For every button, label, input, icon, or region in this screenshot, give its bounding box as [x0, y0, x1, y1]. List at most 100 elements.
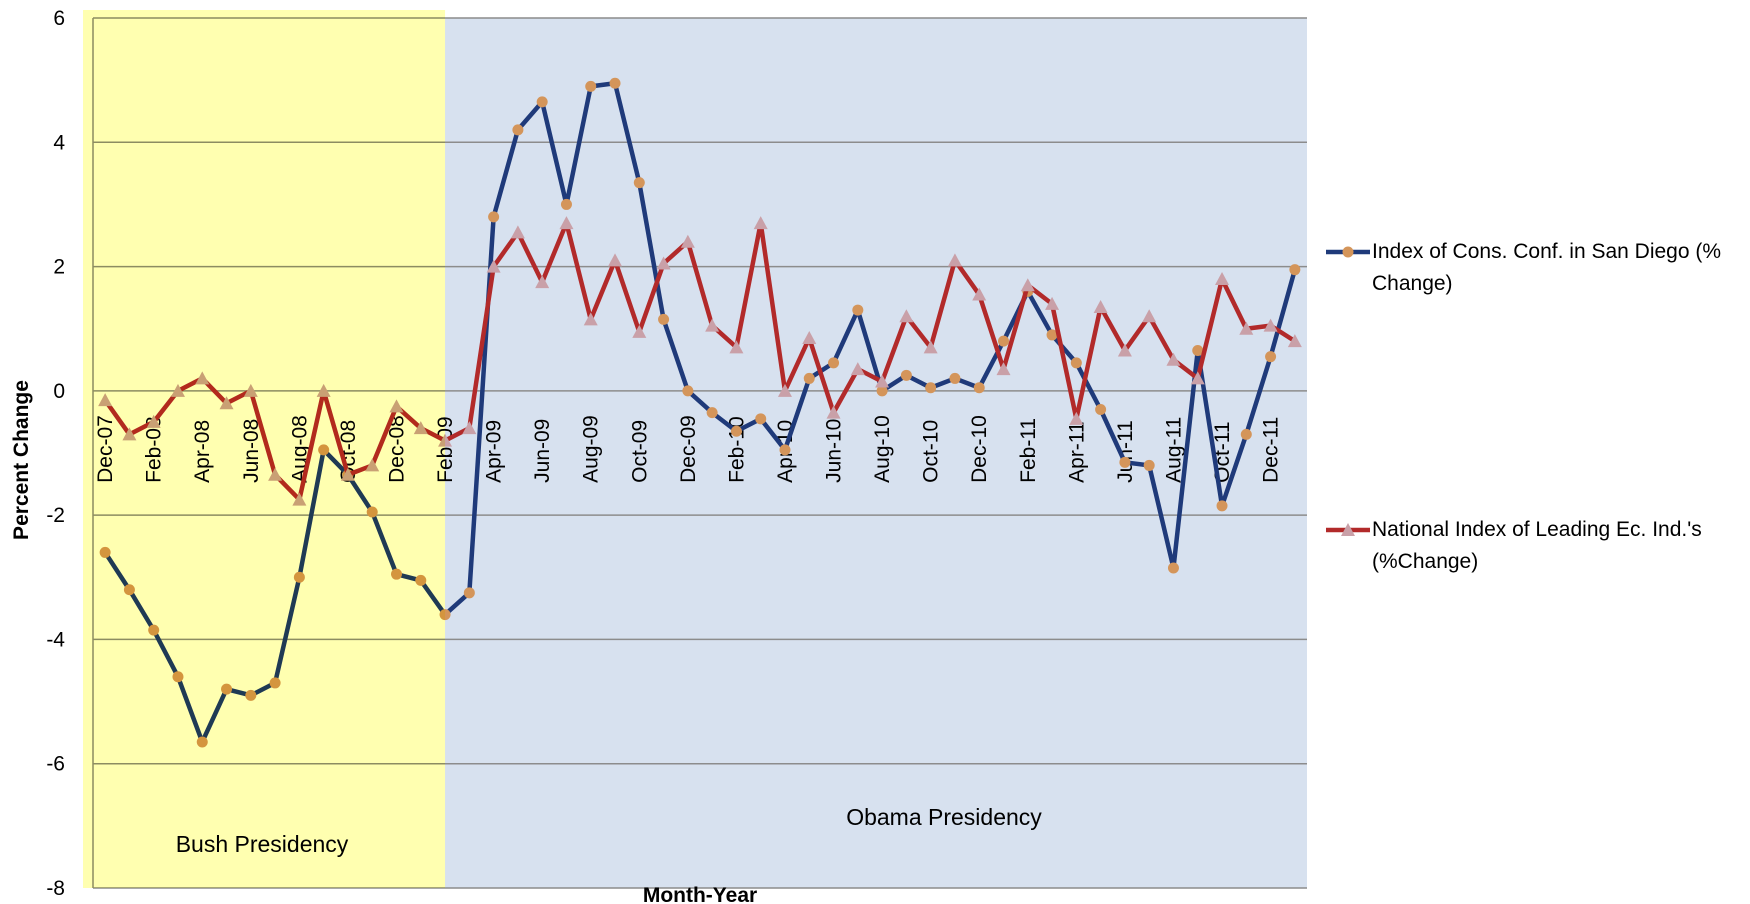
marker — [462, 421, 477, 435]
marker — [1117, 343, 1132, 357]
x-tick-label: Oct-10 — [920, 420, 943, 483]
marker — [1143, 459, 1155, 471]
marker — [486, 259, 501, 273]
y-tick-label: -8 — [46, 877, 65, 900]
marker — [1239, 321, 1254, 335]
marker — [1093, 299, 1108, 313]
marker — [583, 312, 598, 326]
marker — [1190, 371, 1205, 385]
marker — [1215, 272, 1230, 285]
marker — [925, 382, 937, 394]
x-tick-label: Feb-10 — [725, 416, 748, 483]
marker — [972, 287, 987, 301]
x-tick-label: Dec-10 — [968, 415, 991, 483]
marker — [1240, 428, 1252, 440]
x-tick-label: Dec-11 — [1260, 417, 1283, 483]
marker — [680, 234, 695, 248]
marker — [1119, 456, 1131, 468]
marker — [803, 372, 815, 384]
marker — [802, 331, 817, 345]
x-tick-label: Dec-09 — [677, 415, 700, 483]
marker — [899, 309, 914, 323]
marker — [658, 313, 670, 325]
y-tick-label: 6 — [53, 7, 65, 30]
marker — [1192, 344, 1204, 356]
marker — [923, 340, 938, 354]
legend-label: National Index of Leading Ec. Ind.'s (%C… — [1372, 518, 1702, 573]
legend-label: Index of Cons. Conf. in San Diego (% Cha… — [1372, 240, 1722, 295]
marker — [609, 77, 621, 89]
marker — [1166, 352, 1181, 366]
marker — [585, 80, 597, 92]
marker — [1020, 278, 1035, 292]
legend-marker — [1342, 246, 1354, 258]
obama-region — [445, 18, 1307, 888]
marker — [608, 253, 623, 267]
x-tick-label: Aug-10 — [871, 415, 894, 483]
x-tick-label: Jun-10 — [823, 419, 846, 483]
marker — [682, 385, 694, 397]
x-tick-label: Apr-11 — [1065, 421, 1088, 482]
marker — [656, 256, 671, 270]
marker — [973, 382, 985, 394]
marker — [633, 177, 645, 189]
marker — [1095, 404, 1107, 415]
x-tick-label: Aug-09 — [580, 415, 603, 483]
legend-marker — [1341, 523, 1355, 536]
marker — [876, 385, 888, 397]
y-tick-label: -4 — [46, 628, 65, 651]
y-tick-label: 4 — [53, 131, 65, 154]
marker — [1142, 309, 1157, 323]
marker — [777, 383, 792, 397]
marker — [779, 444, 791, 456]
legend-entry: National Index of Leading Ec. Ind.'s (%C… — [1372, 514, 1732, 578]
marker — [996, 362, 1011, 376]
marker — [1287, 334, 1302, 348]
marker — [998, 335, 1009, 347]
marker — [705, 318, 720, 332]
marker — [560, 198, 572, 210]
marker — [1070, 357, 1082, 369]
x-axis-title: Month-Year — [643, 884, 757, 904]
marker — [1263, 318, 1278, 332]
y-tick-label: 2 — [53, 256, 65, 279]
annotation: Bush Presidency — [176, 831, 349, 857]
marker — [753, 216, 768, 230]
marker — [828, 357, 840, 369]
marker — [1265, 351, 1277, 363]
y-axis-title: Percent Change — [10, 380, 33, 540]
marker — [463, 587, 475, 599]
marker — [510, 225, 525, 239]
x-tick-label: Aug-11 — [1162, 417, 1185, 483]
marker — [850, 362, 865, 376]
marker — [1216, 500, 1228, 512]
marker — [535, 275, 550, 289]
marker — [1167, 562, 1179, 574]
marker — [729, 340, 744, 354]
marker — [755, 413, 767, 425]
marker — [1046, 329, 1058, 341]
marker — [949, 372, 961, 384]
y-tick-label: -6 — [46, 753, 65, 776]
marker — [559, 216, 574, 230]
legend-entry: Index of Cons. Conf. in San Diego (% Cha… — [1372, 236, 1732, 300]
marker — [632, 324, 647, 338]
marker — [1045, 296, 1060, 310]
marker — [512, 124, 524, 136]
annotation: Obama Presidency — [846, 804, 1042, 830]
marker — [730, 425, 742, 437]
marker — [826, 405, 841, 419]
marker — [947, 253, 962, 267]
x-tick-label: Feb-11 — [1017, 418, 1040, 483]
marker — [536, 96, 548, 108]
marker — [875, 374, 890, 388]
marker — [900, 369, 912, 381]
y-tick-label: 0 — [53, 380, 65, 403]
x-tick-label: Jun-11 — [1114, 420, 1137, 483]
x-tick-label: Jun-09 — [531, 419, 554, 483]
y-tick-label: -2 — [46, 504, 65, 527]
marker — [852, 304, 864, 316]
x-tick-label: Oct-09 — [628, 420, 651, 483]
marker — [1289, 264, 1301, 276]
